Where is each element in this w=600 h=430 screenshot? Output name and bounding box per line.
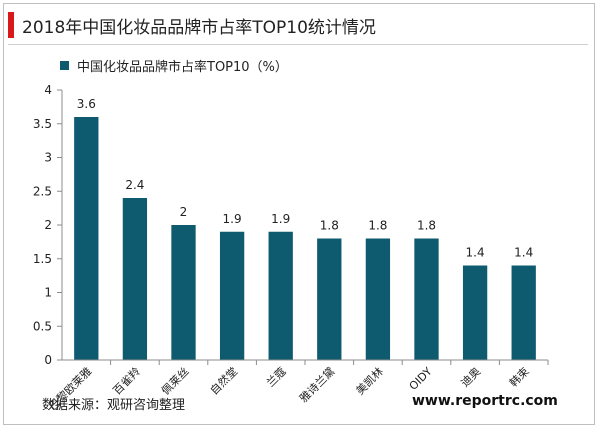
bar <box>74 117 99 360</box>
x-tick-label: 自然堂 <box>207 364 240 397</box>
y-tick-label: 2 <box>44 218 52 232</box>
y-tick-label: 4 <box>44 83 52 97</box>
bar-value-label: 1.4 <box>466 246 485 260</box>
x-tick-label: 兰蔻 <box>264 365 289 390</box>
bar <box>414 238 439 360</box>
legend-label: 中国化妆品品牌市占率TOP10（%） <box>77 60 288 75</box>
bar <box>268 231 293 360</box>
bar <box>365 238 391 360</box>
y-tick-label: 2.5 <box>33 184 52 198</box>
bar-value-label: 2.4 <box>125 178 144 192</box>
y-tick-label: 1.5 <box>33 252 52 266</box>
bar-value-label: 1.8 <box>320 219 339 233</box>
bar-value-label: 1.9 <box>271 212 290 226</box>
y-tick-label: 1 <box>44 286 52 300</box>
title-divider <box>8 44 588 45</box>
chart-legend: 中国化妆品品牌市占率TOP10（%） <box>60 56 288 75</box>
x-tick-label: 韩束 <box>506 364 531 389</box>
bar <box>511 265 536 360</box>
y-tick-label: 0.5 <box>33 319 52 333</box>
legend-swatch <box>60 61 69 70</box>
bar <box>122 198 148 360</box>
x-tick-label: 美凯林 <box>353 364 386 397</box>
bar <box>219 231 245 360</box>
bar-value-label: 3.6 <box>77 97 96 111</box>
title-accent-bar <box>8 12 14 38</box>
bar <box>171 225 196 360</box>
bar-value-label: 2 <box>180 205 188 219</box>
bar-value-label: 1.9 <box>223 212 242 226</box>
x-tick-label: 百雀羚 <box>110 364 143 397</box>
y-tick-label: 3 <box>44 151 52 165</box>
bar-value-label: 1.8 <box>417 219 436 233</box>
y-tick-label: 3.5 <box>33 117 52 131</box>
page-title: 2018年中国化妆品品牌市占率TOP10统计情况 <box>22 18 376 38</box>
bar-value-label: 1.4 <box>514 246 533 260</box>
x-tick-label: 雅诗兰黛 <box>296 364 337 405</box>
y-axis: 0 0.5 1 1.5 2 2.5 3 3.5 4 <box>33 83 62 367</box>
y-tick-label: 0 <box>44 353 52 367</box>
watermark-url: www.reportrc.com <box>412 393 558 409</box>
bar-value-label: 1.8 <box>368 219 387 233</box>
data-labels: 3.6 2.4 2 1.9 1.9 1.8 1.8 1.8 1.4 1.4 <box>77 97 533 260</box>
x-tick-label: OIDY <box>407 365 435 393</box>
bar <box>317 238 342 360</box>
x-tick-label: 佩莱丝 <box>158 364 191 397</box>
x-tick-label: 迪奥 <box>458 364 483 389</box>
data-source: 数据来源：观研咨询整理 <box>42 398 186 413</box>
bar-series <box>74 117 536 360</box>
chart-frame <box>3 3 595 425</box>
bar <box>462 265 488 360</box>
